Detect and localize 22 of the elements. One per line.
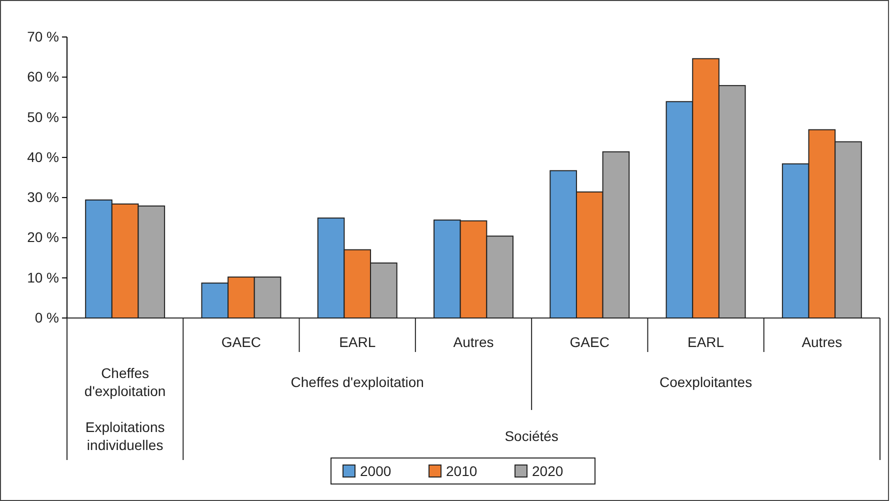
x-tick-label: EARL: [687, 334, 724, 350]
x-tick-label: Autres: [453, 334, 494, 350]
text: Coexploitantes: [659, 374, 752, 390]
y-tick-label: 50 %: [27, 108, 59, 125]
legend-label: 2000: [360, 462, 392, 479]
y-tick-label: 10 %: [27, 269, 59, 286]
y-tick-label: 40 %: [27, 148, 59, 165]
text: Exploitations individuelles: [85, 418, 165, 453]
y-tick-label: 30 %: [27, 189, 59, 206]
x-tick-label: GAEC: [570, 334, 610, 350]
text: Sociétés: [504, 428, 558, 444]
x-tick-label: Autres: [802, 334, 842, 350]
y-tick-label: 20 %: [27, 229, 59, 246]
x-tick-label: GAEC: [221, 334, 262, 350]
x-tick-label: EARL: [339, 334, 376, 350]
text: Cheffes d'exploitation: [290, 374, 424, 390]
y-tick-label: 0 %: [34, 309, 59, 326]
y-tick-label: 60 %: [27, 68, 59, 85]
legend-label: 2020: [532, 462, 564, 479]
y-tick-label: 70 %: [27, 28, 59, 44]
text: Cheffes d'exploitation: [84, 364, 166, 399]
legend-label: 2010: [446, 462, 478, 479]
